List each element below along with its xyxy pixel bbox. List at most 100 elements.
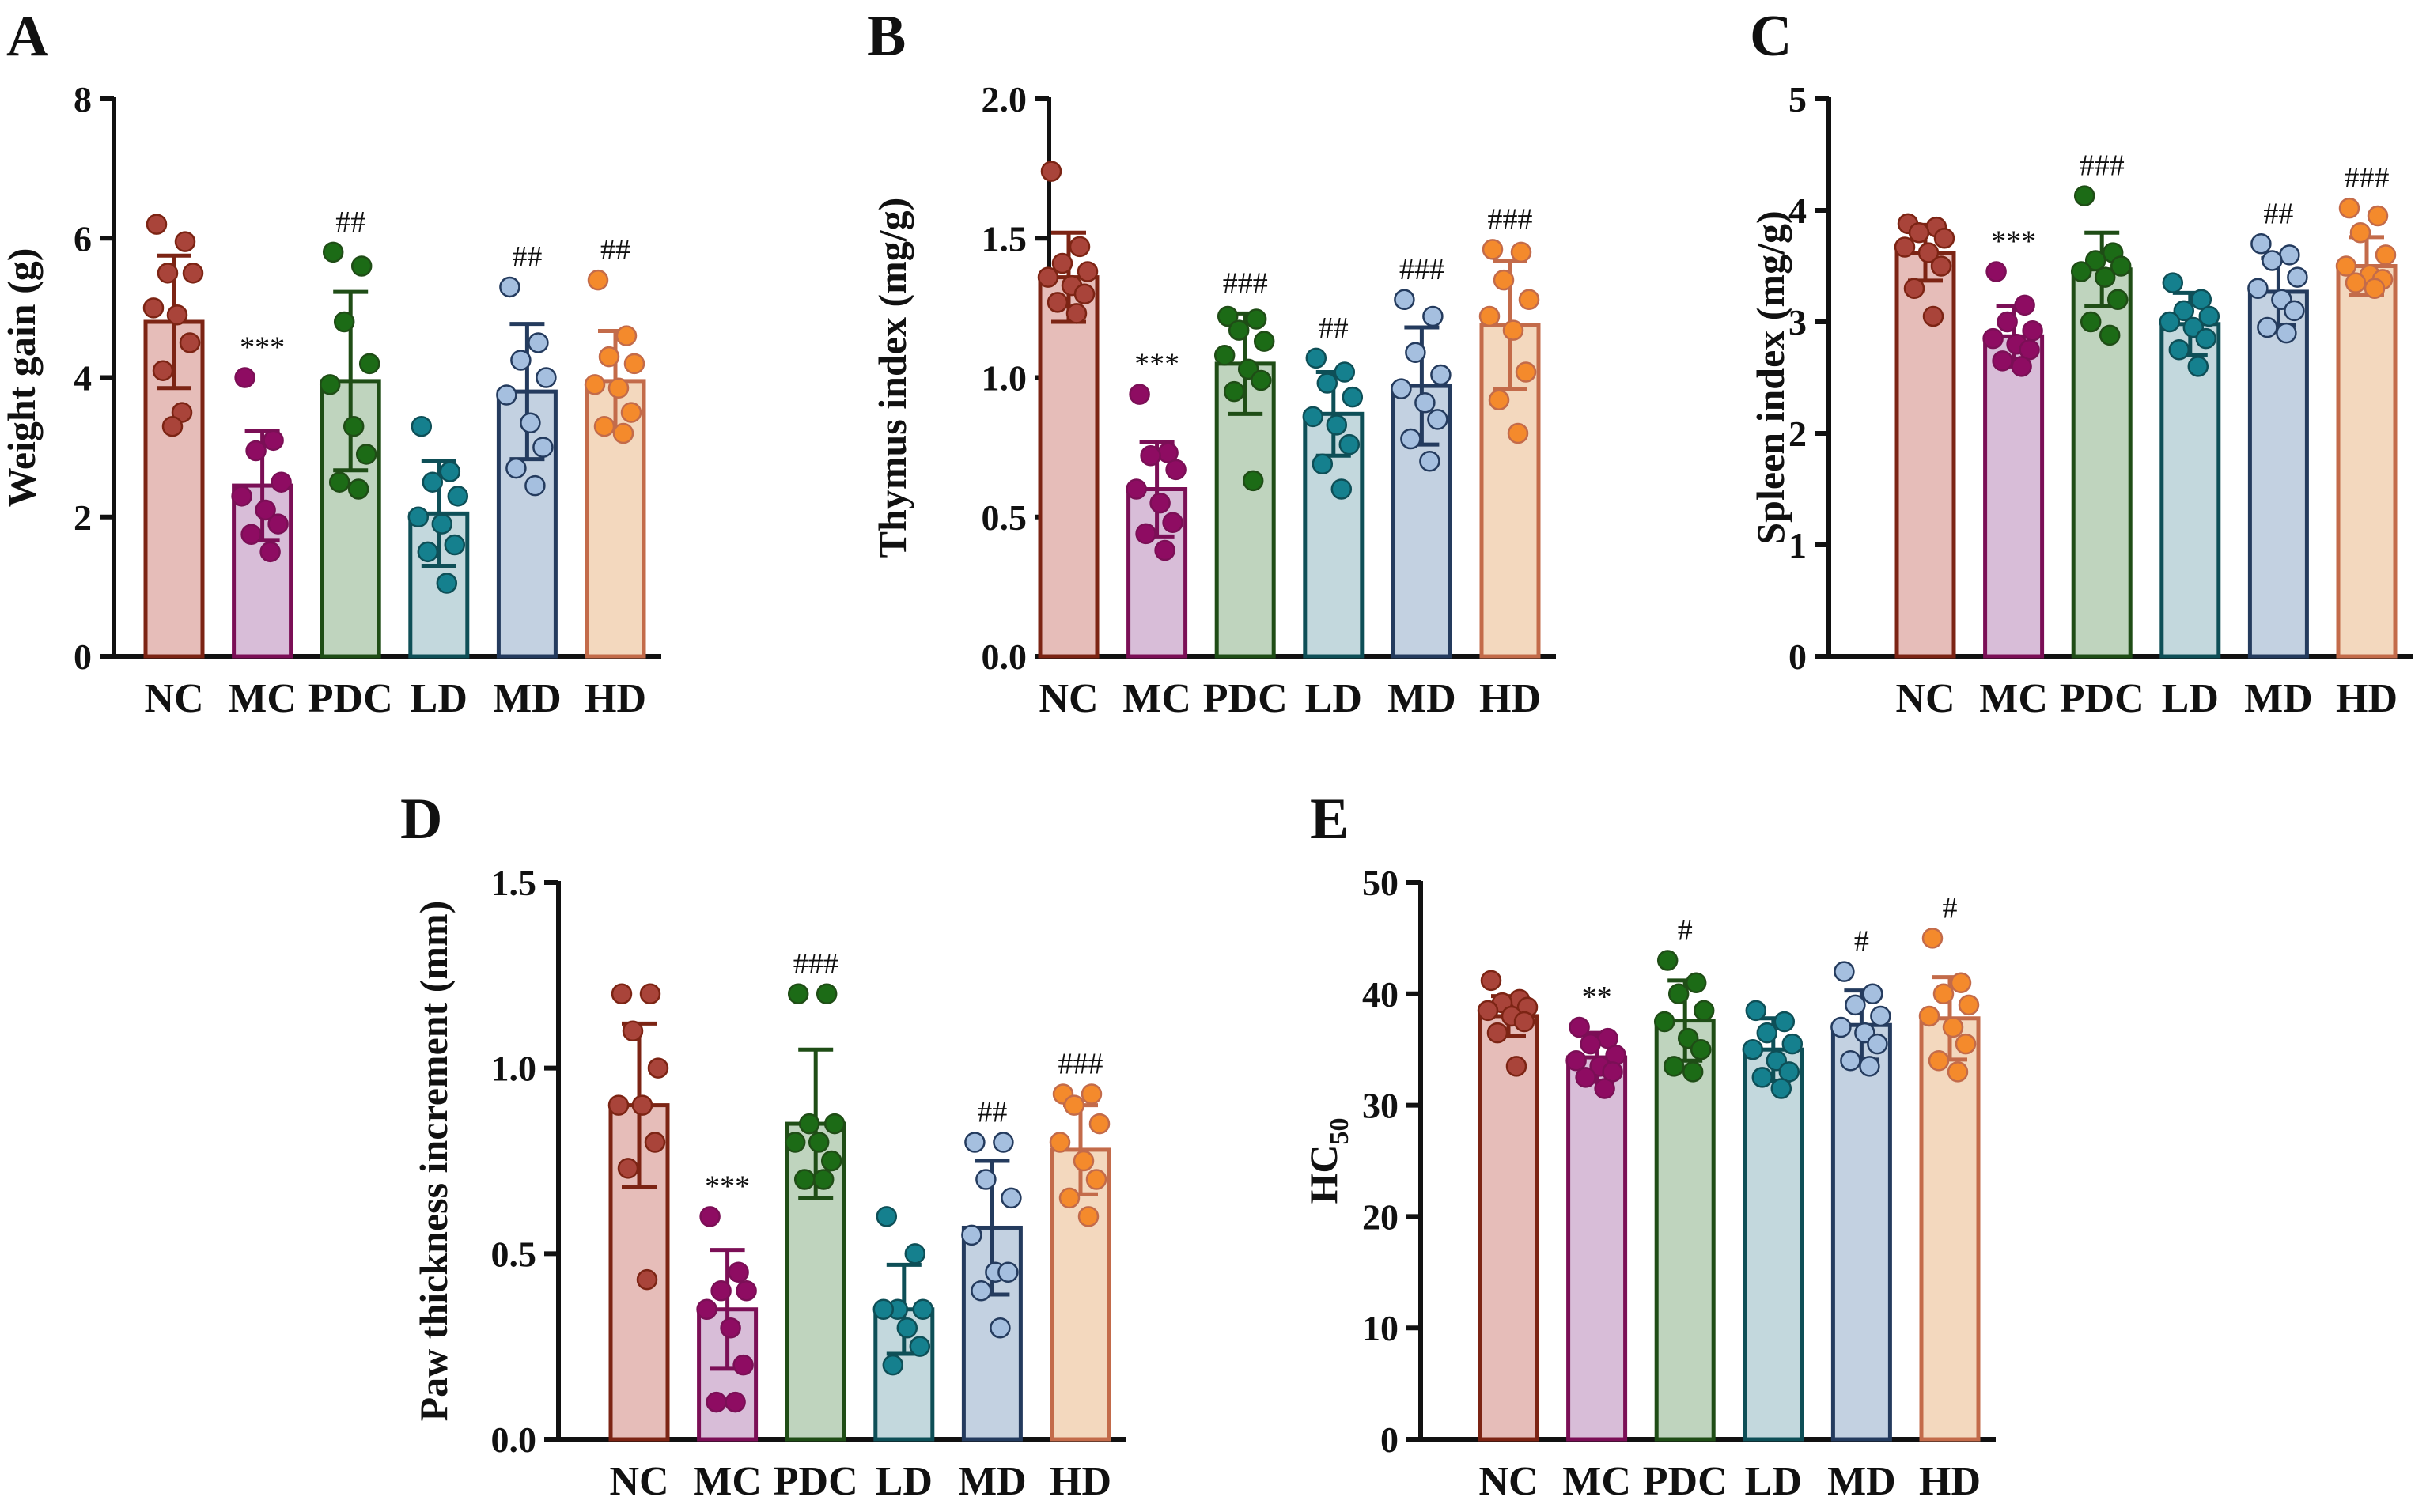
data-point [1840, 1050, 1861, 1072]
data-point [1594, 1078, 1615, 1099]
data-point [1955, 1033, 1977, 1055]
data-point [166, 304, 188, 326]
data-point [1477, 1000, 1499, 1022]
data-point [1870, 1005, 1891, 1027]
data-point [152, 360, 174, 381]
bar-hd [1919, 1016, 1981, 1442]
data-point [431, 513, 453, 535]
significance-label: ### [2080, 149, 2125, 183]
data-point [1245, 308, 1267, 330]
data-point [1502, 319, 1524, 341]
data-point [2187, 356, 2209, 377]
data-point [1770, 1078, 1792, 1099]
data-point [1140, 444, 1161, 467]
x-tick-label-ld: LD [1745, 1459, 1802, 1504]
y-axis-title: Thymus index (mg/g) [870, 198, 914, 558]
data-point [1580, 1033, 1601, 1055]
data-point [1845, 994, 1866, 1016]
y-tick-label: 2 [1788, 414, 1807, 454]
data-point [2262, 250, 2283, 271]
data-point [1693, 1000, 1715, 1022]
data-point [1077, 1206, 1100, 1227]
data-point [1063, 1094, 1085, 1116]
x-tick-label-nc: NC [1895, 676, 1955, 721]
data-point [1908, 221, 1930, 244]
x-tick-label-mc: MC [228, 676, 297, 721]
data-point [961, 1224, 982, 1246]
data-point [417, 541, 439, 563]
data-point [1830, 1016, 1852, 1038]
data-point [1065, 303, 1088, 324]
data-point [1126, 478, 1147, 500]
y-tick-label: 0.0 [982, 637, 1028, 677]
y-axis-title-text: Weight gain (g) [0, 248, 44, 508]
data-point [904, 1243, 926, 1264]
data-point [1894, 236, 1916, 258]
data-point [784, 1132, 806, 1153]
data-point [1958, 994, 1980, 1016]
data-point [444, 534, 466, 556]
data-point [505, 457, 527, 479]
y-tick-label: 30 [1362, 1086, 1399, 1126]
chart-panel-d: D 0.0 0.5 1.0 1.5 Paw thickness increment (mm… [400, 787, 1126, 1504]
y-tick-label: 1.0 [982, 358, 1028, 399]
data-point [611, 983, 633, 1005]
data-point [355, 444, 377, 465]
y-tick-label: 0 [1380, 1419, 1399, 1460]
data-point [793, 1169, 816, 1190]
data-point [532, 437, 554, 458]
data-point [1037, 266, 1059, 288]
x-tick-label-ld: LD [411, 676, 467, 721]
data-point [1040, 161, 1062, 182]
x-tick-label-hd: HD [1919, 1459, 1981, 1504]
data-point [876, 1206, 898, 1227]
data-point [1338, 433, 1361, 455]
y-tick-label: 0 [74, 637, 92, 677]
data-point [1073, 283, 1096, 304]
data-point [787, 983, 809, 1005]
panel-label: D [400, 787, 442, 852]
data-point [964, 1132, 986, 1153]
data-point [436, 573, 458, 594]
data-point [1997, 311, 2018, 333]
chart-panel-c: C 0 1 2 3 4 5 Spleen index (mg/g) NC *** MC ### PDC L… [1748, 4, 2413, 721]
bar-ld [2159, 322, 2221, 659]
data-point [1513, 1011, 1535, 1033]
y-tick-label: 0.0 [491, 1419, 537, 1460]
data-point [358, 353, 380, 375]
y-tick-label: 1.0 [491, 1049, 537, 1089]
data-point [2022, 320, 2043, 342]
data-point [584, 374, 606, 395]
data-point [2070, 261, 2092, 282]
x-tick-label-pdc: PDC [1643, 1459, 1728, 1504]
data-point [267, 513, 289, 535]
data-point [2345, 272, 2367, 293]
y-tick-label: 40 [1362, 974, 1399, 1015]
data-point [2276, 322, 2297, 344]
data-point [179, 332, 201, 353]
bar-hd [2336, 264, 2398, 659]
significance-label: ### [793, 947, 838, 981]
x-tick-label-md: MD [1387, 676, 1456, 721]
data-point [1162, 512, 1183, 534]
x-tick-label-ld: LD [876, 1459, 933, 1504]
data-point [1149, 492, 1171, 514]
chart-panel-b: B 0.0 0.5 1.0 1.5 2.0 Thymus index (mg/g) NC ***… [867, 4, 1556, 721]
y-tick-label: 0.5 [491, 1234, 537, 1274]
y-tick-label: 2.0 [982, 79, 1028, 119]
x-tick-label-ld: LD [2162, 676, 2219, 721]
data-point [623, 353, 645, 375]
data-point [271, 471, 292, 493]
significance-label: ### [1223, 266, 1268, 300]
y-tick-label: 50 [1362, 863, 1399, 903]
data-point [1742, 1038, 1764, 1060]
data-point [447, 486, 469, 507]
y-tick-label: 2 [74, 497, 92, 538]
data-point [1081, 1083, 1103, 1105]
data-point [1217, 305, 1239, 327]
x-tick-label-md: MD [2244, 676, 2313, 721]
data-point [620, 402, 642, 423]
bar-pdc [1654, 1019, 1716, 1442]
data-point [2162, 272, 2184, 293]
